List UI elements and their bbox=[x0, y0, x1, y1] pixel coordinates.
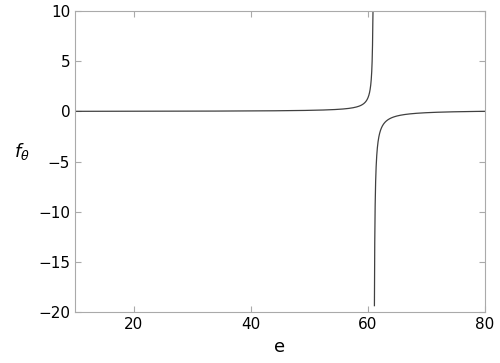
Y-axis label: $f_\theta$: $f_\theta$ bbox=[14, 140, 30, 162]
X-axis label: e: e bbox=[274, 338, 285, 356]
